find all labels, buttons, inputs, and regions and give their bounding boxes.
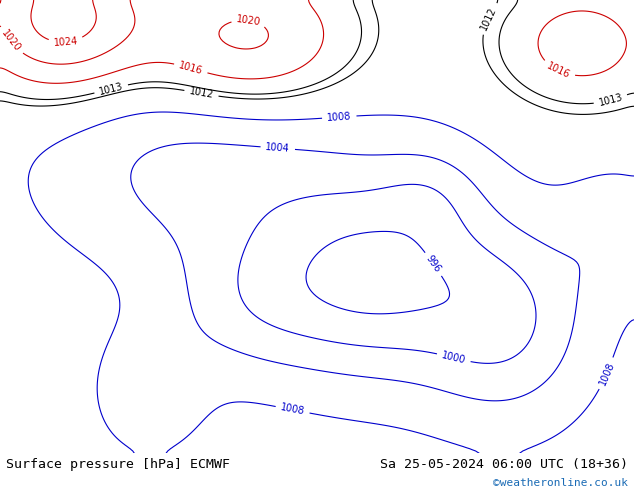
Text: 1008: 1008 xyxy=(327,111,352,123)
Text: 1013: 1013 xyxy=(598,92,624,108)
Text: 1012: 1012 xyxy=(188,86,214,100)
Text: 1013: 1013 xyxy=(98,81,124,97)
Text: 1008: 1008 xyxy=(597,360,616,387)
Text: 1020: 1020 xyxy=(0,28,22,54)
Text: ©weatheronline.co.uk: ©weatheronline.co.uk xyxy=(493,478,628,489)
Text: 1016: 1016 xyxy=(545,61,572,80)
Text: 1004: 1004 xyxy=(265,142,290,154)
Text: Sa 25-05-2024 06:00 UTC (18+36): Sa 25-05-2024 06:00 UTC (18+36) xyxy=(380,458,628,471)
Text: 1000: 1000 xyxy=(441,350,467,366)
Text: 996: 996 xyxy=(424,254,443,274)
Text: 1016: 1016 xyxy=(178,60,204,76)
Text: 1020: 1020 xyxy=(236,14,261,27)
Text: Surface pressure [hPa] ECMWF: Surface pressure [hPa] ECMWF xyxy=(6,458,230,471)
Text: 1024: 1024 xyxy=(53,36,79,48)
Text: 1012: 1012 xyxy=(479,5,498,31)
Text: 1008: 1008 xyxy=(280,403,306,417)
